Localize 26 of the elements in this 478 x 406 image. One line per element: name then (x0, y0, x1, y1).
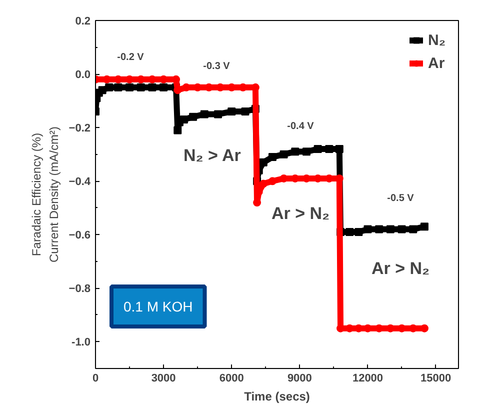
annotation: -0.4 V (287, 121, 314, 132)
y-axis-title: Current Density (mA/cm²) (46, 126, 61, 263)
x-tick-label: 15000 (420, 372, 452, 384)
x-tick-label: 6000 (219, 372, 244, 384)
annotation: 0.1 M KOH (124, 298, 193, 314)
annotation: -0.2 V (117, 52, 144, 63)
annotation: Ar > N₂ (371, 259, 430, 278)
y-tick-label: −0.8 (68, 283, 91, 296)
annotation: N₂ > Ar (183, 146, 242, 165)
x-tick-label: 9000 (287, 372, 312, 384)
annotation: Ar > N₂ (271, 204, 330, 223)
y-tick-label: −0.4 (68, 176, 92, 188)
x-axis-title: Time (secs) (244, 390, 310, 404)
annotation: -0.5 V (387, 193, 414, 204)
x-tick-label: 0 (92, 372, 99, 384)
annotation: -0.3 V (203, 61, 230, 72)
x-tick-label: 12000 (352, 372, 384, 384)
y-tick-label: −0.2 (68, 122, 91, 135)
y-tick-label: −0.6 (68, 230, 91, 242)
legend-label: N₂ (428, 32, 446, 48)
y-tick-label: 0.0 (75, 69, 91, 82)
text: Faradaic Efficiency (%) (30, 132, 44, 256)
x-tick-label: 3000 (151, 372, 176, 384)
legend-label: Ar (428, 54, 446, 72)
y-tick-label: -1.0 (72, 336, 91, 349)
y-tick-label: 0.2 (75, 16, 91, 28)
